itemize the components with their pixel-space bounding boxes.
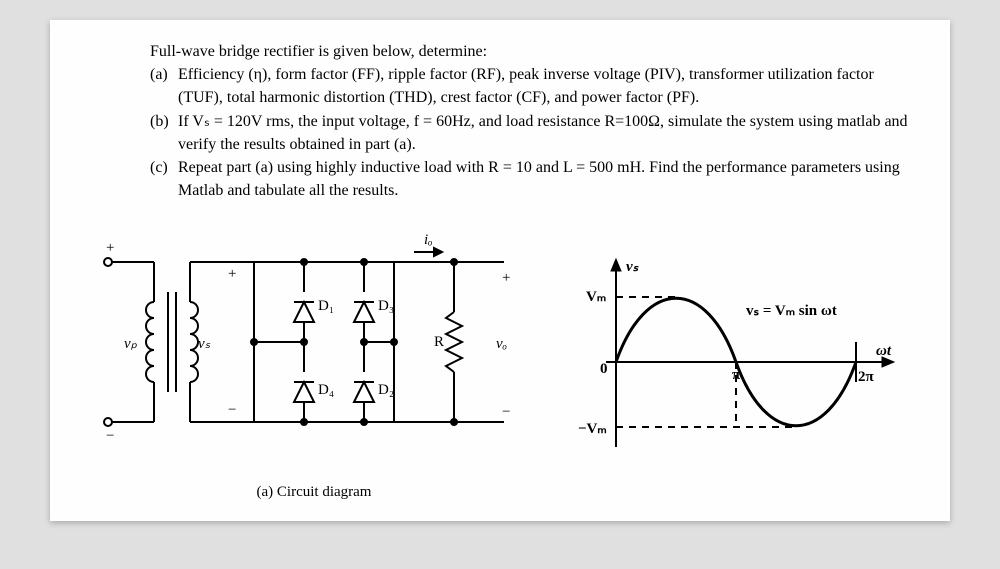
figures-row: + − vₚ vₛ + − D₁ D₃ D₄ D₂ iₒ R + vₒ − xyxy=(90,222,910,501)
waveform-svg: vₛ Vₘ −Vₘ 0 π 2π ωt vₛ = Vₘ sin ωt xyxy=(556,247,906,477)
circuit-label-minus-p: − xyxy=(106,428,114,444)
circuit-svg: + − vₚ vₛ + − D₁ D₃ D₄ D₂ iₒ R + vₒ − xyxy=(94,222,534,482)
circuit-label-d2: D₂ xyxy=(378,382,394,398)
circuit-label-minus-s: − xyxy=(228,402,236,418)
circuit-label-vs: vₛ xyxy=(198,336,211,352)
circuit-caption: (a) Circuit diagram xyxy=(94,484,534,501)
wave-label-negvm: −Vₘ xyxy=(578,421,607,437)
part-c: (c) Repeat part (a) using highly inducti… xyxy=(150,156,910,202)
wave-label-2pi: 2π xyxy=(858,369,875,385)
circuit-label-d4: D₄ xyxy=(318,382,334,398)
circuit-label-vo: vₒ xyxy=(496,336,507,352)
wave-label-vs: vₛ xyxy=(626,259,640,275)
circuit-label-io: iₒ xyxy=(424,232,432,248)
part-b-label: (b) xyxy=(150,110,178,156)
part-a-label: (a) xyxy=(150,63,178,109)
wave-label-eq: vₛ = Vₘ sin ωt xyxy=(746,303,837,319)
circuit-figure: + − vₚ vₛ + − D₁ D₃ D₄ D₂ iₒ R + vₒ − xyxy=(94,222,534,501)
waveform-figure: vₛ Vₘ −Vₘ 0 π 2π ωt vₛ = Vₘ sin ωt xyxy=(556,247,906,477)
circuit-label-minus-o: − xyxy=(502,404,510,420)
part-b: (b) If Vₛ = 120V rms, the input voltage,… xyxy=(150,110,910,156)
wave-label-wt: ωt xyxy=(876,343,892,359)
circuit-label-d3: D₃ xyxy=(378,298,394,314)
part-c-body: Repeat part (a) using highly inductive l… xyxy=(178,156,910,202)
part-c-label: (c) xyxy=(150,156,178,202)
wave-label-vm: Vₘ xyxy=(586,289,606,305)
part-b-body: If Vₛ = 120V rms, the input voltage, f =… xyxy=(178,110,910,156)
part-a-body: Efficiency (η), form factor (FF), ripple… xyxy=(178,63,910,109)
wave-label-zero: 0 xyxy=(600,361,608,377)
circuit-label-r: R xyxy=(434,334,444,350)
problem-intro: Full-wave bridge rectifier is given belo… xyxy=(150,40,910,63)
circuit-label-d1: D₁ xyxy=(318,298,334,314)
circuit-label-plus-s: + xyxy=(228,266,236,282)
circuit-label-plus-p: + xyxy=(106,240,114,256)
problem-text: Full-wave bridge rectifier is given belo… xyxy=(150,40,910,202)
page: Full-wave bridge rectifier is given belo… xyxy=(50,20,950,521)
circuit-label-plus-o: + xyxy=(502,270,510,286)
wave-label-pi: π xyxy=(732,367,741,383)
part-a: (a) Efficiency (η), form factor (FF), ri… xyxy=(150,63,910,109)
circuit-label-vp: vₚ xyxy=(124,336,138,352)
